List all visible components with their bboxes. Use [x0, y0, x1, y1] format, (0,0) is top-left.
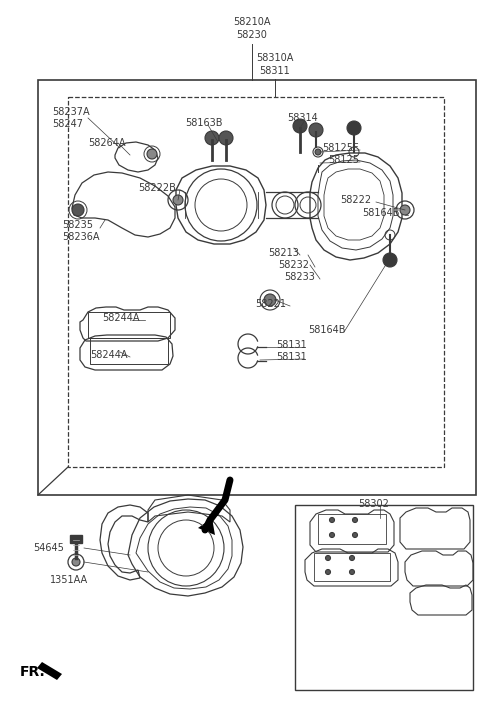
Text: 58210A: 58210A	[233, 17, 271, 27]
Circle shape	[72, 204, 84, 216]
Text: 58164B: 58164B	[362, 208, 399, 218]
Text: 58131: 58131	[276, 352, 307, 362]
Circle shape	[400, 205, 410, 215]
Circle shape	[147, 149, 157, 159]
Text: 58230: 58230	[237, 30, 267, 40]
Text: 58131: 58131	[276, 340, 307, 350]
Circle shape	[72, 558, 80, 566]
Bar	[70, 535, 82, 543]
Circle shape	[293, 119, 307, 133]
Circle shape	[349, 555, 355, 561]
Text: 58247: 58247	[52, 119, 83, 129]
Text: 58236A: 58236A	[62, 232, 99, 242]
Circle shape	[173, 195, 183, 205]
Text: 58163B: 58163B	[185, 118, 223, 128]
Polygon shape	[37, 662, 62, 680]
Text: 58222: 58222	[340, 195, 371, 205]
Bar	[68, 97, 444, 467]
Bar	[314, 553, 390, 581]
Text: 58235: 58235	[62, 220, 93, 230]
Text: 58311: 58311	[260, 66, 290, 76]
Circle shape	[352, 518, 358, 523]
Text: 58237A: 58237A	[52, 107, 90, 117]
Text: 58213: 58213	[268, 248, 299, 258]
Text: 54645: 54645	[33, 543, 64, 553]
Circle shape	[315, 149, 321, 155]
Circle shape	[309, 123, 323, 137]
Text: 1351AA: 1351AA	[50, 575, 88, 585]
Circle shape	[325, 555, 331, 561]
Circle shape	[325, 569, 331, 574]
Circle shape	[349, 569, 355, 574]
Circle shape	[264, 294, 276, 306]
Bar	[90, 338, 168, 364]
Text: 58164B: 58164B	[308, 325, 346, 335]
Bar	[38, 80, 476, 495]
Text: 58232: 58232	[278, 260, 309, 270]
Text: 58244A: 58244A	[102, 313, 140, 323]
Text: 58222B: 58222B	[138, 183, 176, 193]
Polygon shape	[198, 518, 215, 535]
Text: 58264A: 58264A	[88, 138, 125, 148]
Text: 58221: 58221	[255, 299, 286, 309]
Text: 58125: 58125	[328, 155, 359, 165]
Circle shape	[383, 253, 397, 267]
Text: 58125F: 58125F	[322, 143, 359, 153]
Bar	[295, 505, 473, 690]
Bar	[318, 514, 386, 544]
Bar	[88, 312, 170, 338]
Text: 58314: 58314	[287, 113, 318, 123]
Circle shape	[352, 532, 358, 537]
Circle shape	[329, 518, 335, 523]
Circle shape	[219, 131, 233, 145]
Text: 58233: 58233	[284, 272, 315, 282]
Text: 58244A: 58244A	[90, 350, 128, 360]
Circle shape	[329, 532, 335, 537]
Text: 58302: 58302	[358, 499, 389, 509]
Text: 58310A: 58310A	[256, 53, 294, 63]
Circle shape	[347, 121, 361, 135]
Text: FR.: FR.	[20, 665, 46, 679]
Circle shape	[205, 131, 219, 145]
